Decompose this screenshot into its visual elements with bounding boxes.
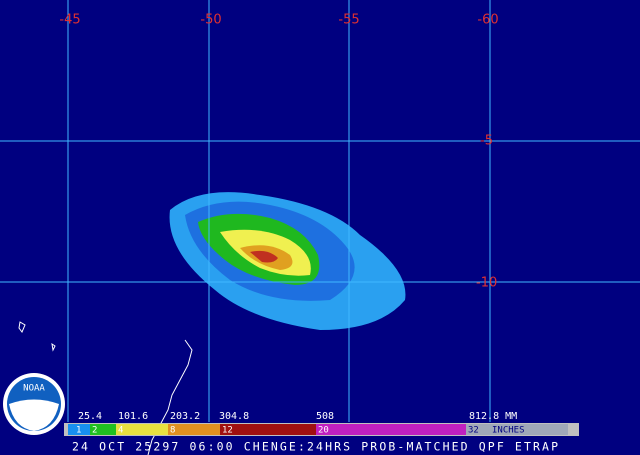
latitude-label: -10 xyxy=(476,276,497,291)
longitude-label: -50 xyxy=(200,13,221,28)
mm-label: 25.4 xyxy=(78,411,102,422)
inch-label: 2 xyxy=(92,426,97,436)
inch-label: 12 xyxy=(222,426,233,436)
mm-label: 101.6 xyxy=(118,411,148,422)
colorbar-segment xyxy=(466,424,568,435)
precipitation-field xyxy=(169,192,406,330)
noaa-logo: NOAA xyxy=(3,373,65,435)
longitude-label: -45 xyxy=(59,13,80,28)
inch-label: 8 xyxy=(170,426,175,436)
colorbar-segment xyxy=(316,424,466,435)
legend: 25.4 101.6 203.2 304.8 508 812.8 MM 1 2 … xyxy=(64,411,579,436)
graticule xyxy=(0,0,640,422)
inch-label: 20 xyxy=(318,426,329,436)
island xyxy=(18,321,26,333)
mm-label: 812.8 MM xyxy=(469,411,517,422)
inch-label: INCHES xyxy=(492,426,525,436)
rain-extreme xyxy=(250,250,278,263)
latitude-label: -5 xyxy=(480,134,493,149)
inch-label: 4 xyxy=(118,426,123,436)
colorbar-segment xyxy=(168,424,220,435)
logo-text: NOAA xyxy=(23,384,45,394)
mm-label: 508 xyxy=(316,411,334,422)
mm-label: 304.8 xyxy=(219,411,249,422)
longitude-label: -60 xyxy=(477,13,498,28)
inch-label: 32 xyxy=(468,426,479,436)
colorbar-segment xyxy=(116,424,168,435)
logo-wave xyxy=(9,399,59,431)
colorbar-segment xyxy=(68,424,90,435)
longitude-label: -55 xyxy=(338,13,359,28)
mm-label: 203.2 xyxy=(170,411,200,422)
inch-label: 1 xyxy=(76,426,81,436)
colorbar-segment xyxy=(220,424,316,435)
island xyxy=(51,342,56,352)
colorbar-segment xyxy=(90,424,116,435)
